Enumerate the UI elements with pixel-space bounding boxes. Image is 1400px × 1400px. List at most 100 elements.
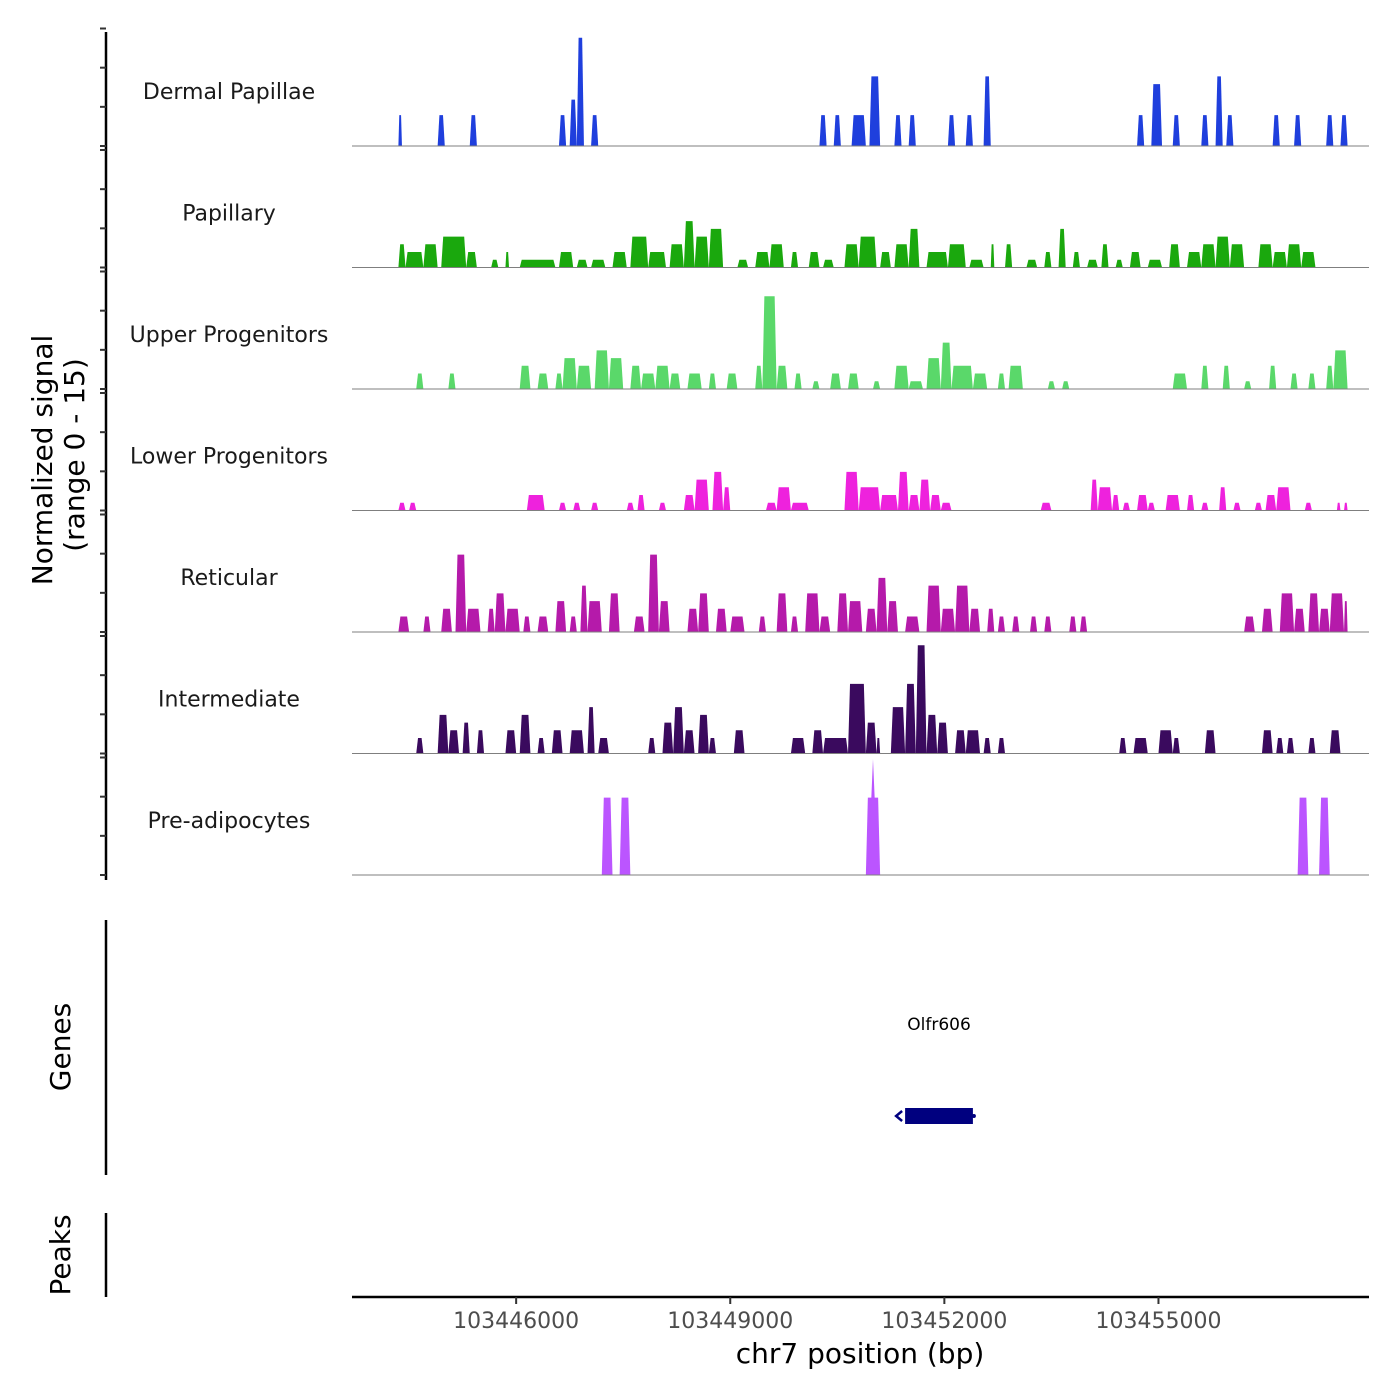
coverage-bar [1204,730,1216,754]
coverage-bar [997,738,1006,754]
coverage-bar [937,722,948,754]
coverage-bar [587,707,595,754]
coverage-bar [576,37,584,146]
coverage-bar [858,236,877,268]
coverage-bar [1040,502,1052,511]
coverage-bar [1201,502,1209,511]
coverage-bar [1265,495,1277,511]
coverage-bar [730,616,745,632]
coverage-bar [519,714,531,754]
coverage-bar [894,244,909,268]
coverage-bar [830,373,841,389]
coverage-bar [765,502,777,511]
coverage-bar [869,76,881,146]
coverage-bar [487,608,495,632]
coverage-bar [708,738,716,754]
coverage-bar [930,495,941,511]
coverage-bar [769,244,784,268]
coverage-bar [880,495,898,511]
coverage-bar [940,502,952,511]
coverage-bar [569,616,577,632]
track-label-reticular: Reticular [180,566,278,591]
coverage-bar [758,616,766,632]
coverage-bar [790,502,809,511]
x-tick-label: 103449000 [667,1309,793,1334]
coverage-bar [955,585,970,632]
coverage-bar [641,373,656,389]
coverage-bar [844,244,859,268]
coverage-bar [494,593,506,632]
coverage-bar [1187,495,1195,511]
coverage-bar [537,616,549,632]
coverage-bar [823,738,849,754]
coverage-bar [1294,115,1302,146]
gene-track: Olfr606 [894,1015,976,1124]
coverage-bar [1137,495,1148,511]
coverage-bar [894,365,909,389]
coverage-bar [630,236,649,268]
coverage-bar [708,228,724,268]
coverage-bar [466,608,481,632]
coverage-bar [1165,495,1180,511]
coverage-bar [1261,608,1273,632]
track-papillary: Papillary [182,202,1369,268]
coverage-bar [1030,616,1038,632]
coverage-bar [1047,381,1055,389]
coverage-bar [441,608,452,632]
coverage-bar [1133,738,1148,754]
coverage-bar [715,608,727,632]
coverage-bar [662,722,674,754]
coverage-bar [790,738,806,754]
coverage-bar [619,797,631,875]
coverage-bar [448,373,456,389]
coverage-bar [1090,479,1098,511]
coverage-bar [1244,381,1252,389]
coverage-bar [1119,738,1127,754]
coverage-bar [1340,115,1348,146]
coverage-bar [851,115,866,146]
coverage-bar [416,738,424,754]
coverage-bar [1286,738,1295,754]
coverage-bar [808,252,820,268]
coverage-bar [755,365,763,389]
coverage-bar [523,616,531,632]
coverage-bar [558,252,574,268]
coverage-bar [997,616,1006,632]
coverage-bar [1254,502,1262,511]
coverage-y-axis [100,27,108,880]
coverage-bar [1201,365,1209,389]
coverage-bar [537,738,545,754]
coverage-bar [951,365,973,389]
coverage-bar [1122,502,1130,511]
coverage-bar [969,259,984,268]
coverage-bar [1201,244,1216,268]
track-label-dermal-papillae: Dermal Papillae [143,80,315,105]
coverage-bar [947,115,956,146]
coverage-bar [526,495,545,511]
coverage-bar [794,373,802,389]
coverage-bar [1005,244,1013,268]
coverage-bar [1215,76,1223,146]
coverage-bar [1294,608,1305,632]
coverage-bar [819,616,831,632]
coverage-bar [576,365,592,389]
coverage-bar [551,730,563,754]
coverage-bar [848,373,859,389]
coverage-bar [776,593,788,632]
coverage-bar [940,342,952,389]
track-lower-progenitors: Lower Progenitors [130,445,1369,511]
coverage-bar [908,495,920,511]
coverage-bar [1222,365,1230,389]
coverage-bar [437,115,445,146]
genes-track-title: Genes [44,1003,77,1091]
coverage-bar [1115,259,1123,268]
coverage-bar [940,608,956,632]
coverage-bar [755,252,770,268]
coverage-bar [762,296,777,389]
coverage-bar [698,593,709,632]
coverage-bar [1012,616,1020,632]
coverage-bar [416,373,424,389]
coverage-bar [505,730,517,754]
coverage-bar [1308,593,1320,632]
coverage-bar [894,115,902,146]
